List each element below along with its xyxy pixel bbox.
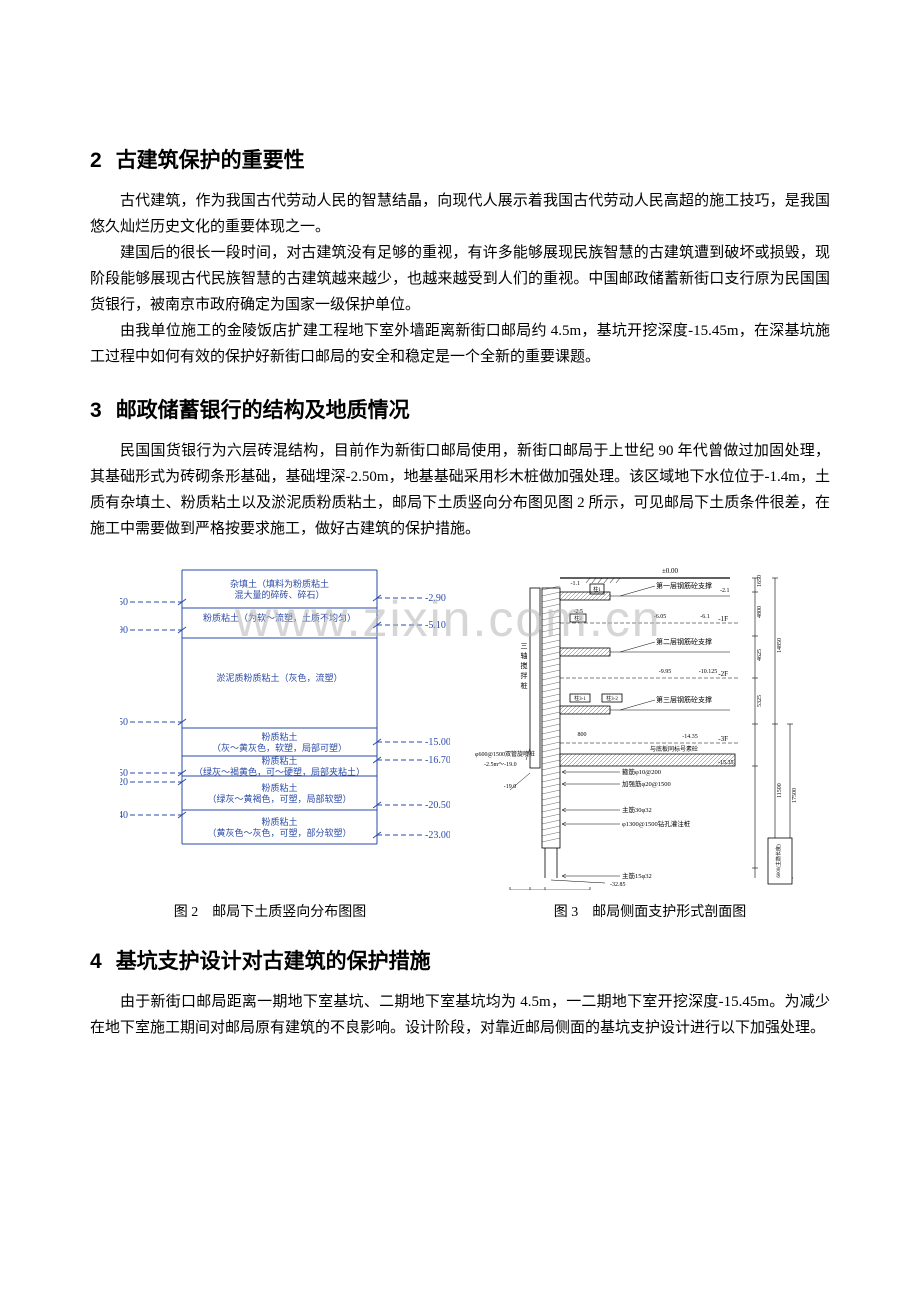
svg-text:桩: 桩	[521, 681, 528, 690]
section-3-heading: 3 邮政储蓄银行的结构及地质情况	[90, 394, 830, 424]
section-2-paragraph-2: 建国后的很长一段时间，对古建筑没有足够的重视，有许多能够展现民族智慧的古建筑遭到…	[90, 240, 830, 318]
svg-text:混大量的碎砖、碎石）: 混大量的碎砖、碎石）	[234, 589, 324, 600]
svg-text:-22.40: -22.40	[120, 810, 128, 821]
svg-text:±0.00: ±0.00	[662, 567, 679, 575]
section-2-paragraph-1: 古代建筑，作为我国古代劳动人民的智慧结晶，向现代人展示着我国古代劳动人民高超的施…	[90, 188, 830, 240]
svg-text:-14.35: -14.35	[682, 734, 698, 740]
svg-text:柱3-2: 柱3-2	[606, 695, 618, 702]
section-2-title: 古建筑保护的重要性	[116, 149, 305, 172]
section-3-num: 3	[90, 399, 102, 422]
svg-text:第一层钢筋砼支撑: 第一层钢筋砼支撑	[656, 581, 712, 590]
svg-text:-10.125: -10.125	[699, 669, 718, 675]
svg-text:加强筋φ20@1500: 加强筋φ20@1500	[622, 779, 671, 788]
svg-text:杂填土（填料为粉质粘土: 杂填土（填料为粉质粘土	[230, 578, 329, 589]
figure-3-caption: 图 3 邮局侧面支护形式剖面图	[490, 901, 810, 921]
section-2-heading: 2 古建筑保护的重要性	[90, 144, 830, 174]
svg-text:14850: 14850	[777, 638, 783, 653]
section-2-num: 2	[90, 149, 102, 172]
svg-text:-2F: -2F	[718, 670, 728, 678]
figure-2-caption: 图 2 邮局下土质竖向分布图图	[110, 901, 430, 921]
svg-text:-5.10: -5.10	[425, 620, 446, 631]
svg-text:（绿灰～黄褐色，可塑，局部软塑）: （绿灰～黄褐色，可塑，局部软塑）	[207, 793, 351, 804]
svg-text:箍筋φ10@200: 箍筋φ10@200	[622, 767, 661, 776]
svg-text:-16.70: -16.70	[425, 755, 450, 766]
figure-3-svg: ±0.00 三轴搅拌桩 第一层钢筋砼支撑第二层钢筋砼支撑第三层钢筋砼支撑 -1F -2F…	[470, 560, 800, 890]
svg-text:-9.95: -9.95	[659, 669, 672, 675]
svg-text:柱3-1: 柱3-1	[574, 695, 586, 702]
svg-text:粉质粘土: 粉质粘土	[261, 816, 297, 827]
svg-text:-2.5: -2.5	[574, 609, 584, 615]
figure-3: ±0.00 三轴搅拌桩 第一层钢筋砼支撑第二层钢筋砼支撑第三层钢筋砼支撑 -1F -2F…	[470, 560, 800, 895]
section-2-paragraph-3: 由我单位施工的金陵饭店扩建工程地下室外墙距离新街口邮局约 4.5m，基坑开挖深度…	[90, 318, 830, 370]
svg-text:-2.90: -2.90	[425, 593, 446, 604]
svg-text:轴: 轴	[521, 651, 528, 660]
svg-text:与底板同标号素砼: 与底板同标号素砼	[650, 745, 698, 753]
svg-text:（绿灰～褐黄色，可～硬塑，局部夹粘土）: （绿灰～褐黄色，可～硬塑，局部夹粘土）	[194, 766, 365, 777]
svg-text:第三层钢筋砼支撑: 第三层钢筋砼支撑	[656, 695, 712, 704]
svg-text:-3F: -3F	[718, 735, 728, 743]
svg-text:主筋30φ32: 主筋30φ32	[622, 805, 652, 814]
svg-text:第二层钢筋砼支撑: 第二层钢筋砼支撑	[656, 637, 712, 646]
svg-text:-5.90: -5.90	[120, 625, 128, 636]
svg-text:-19.0: -19.0	[504, 784, 517, 790]
svg-text:6000(主筋长度): 6000(主筋长度)	[775, 844, 782, 878]
svg-text:4625: 4625	[757, 649, 763, 661]
svg-text:5325: 5325	[757, 695, 763, 707]
svg-text:1650: 1650	[757, 575, 763, 587]
svg-text:柱1: 柱1	[593, 586, 601, 593]
svg-text:淤泥质粉质粘土（灰色，流塑）: 淤泥质粉质粘土（灰色，流塑）	[216, 672, 342, 683]
section-4-num: 4	[90, 950, 102, 973]
section-3-title: 邮政储蓄银行的结构及地质情况	[116, 399, 410, 422]
svg-text:柱2: 柱2	[574, 615, 582, 622]
svg-text:-1.1: -1.1	[571, 581, 581, 587]
svg-text:-23.00: -23.00	[425, 830, 450, 841]
svg-text:粉质粘土: 粉质粘土	[261, 755, 297, 766]
svg-text:粉质粘土: 粉质粘土	[261, 782, 297, 793]
section-4-heading: 4 基坑支护设计对古建筑的保护措施	[90, 945, 830, 975]
section-4-paragraph-1: 由于新街口邮局距离一期地下室基坑、二期地下室基坑均为 4.5m，一二期地下室开挖…	[90, 989, 830, 1041]
figure-captions: 图 2 邮局下土质竖向分布图图 图 3 邮局侧面支护形式剖面图	[90, 901, 830, 921]
svg-text:主筋15φ32: 主筋15φ32	[622, 871, 652, 880]
svg-text:-20.50: -20.50	[425, 800, 450, 811]
svg-text:搅: 搅	[521, 661, 528, 670]
section-3-paragraph-1: 民国国货银行为六层砖混结构，目前作为新街口邮局使用，新街口邮局于上世纪 90 年…	[90, 438, 830, 542]
svg-text:11500: 11500	[777, 783, 783, 798]
figure-2: 杂填土（填料为粉质粘土混大量的碎砖、碎石） 粉质粘土（为软～流塑，土质不均匀） 淤泥…	[120, 560, 450, 895]
svg-text:-19.20: -19.20	[120, 777, 128, 788]
svg-text:-2.5m～-19.0: -2.5m～-19.0	[484, 762, 517, 768]
svg-text:-6.05: -6.05	[654, 614, 667, 620]
section-4-title: 基坑支护设计对古建筑的保护措施	[116, 950, 431, 973]
svg-text:-15.00: -15.00	[425, 737, 450, 748]
svg-text:17500: 17500	[792, 788, 798, 803]
svg-text:粉质粘土（为软～流塑，土质不均匀）: 粉质粘土（为软～流塑，土质不均匀）	[203, 612, 356, 623]
svg-text:粉质粘土: 粉质粘土	[261, 731, 297, 742]
svg-text:三: 三	[521, 642, 528, 650]
svg-text:-6.1: -6.1	[700, 614, 710, 620]
figure-2-svg: 杂填土（填料为粉质粘土混大量的碎砖、碎石） 粉质粘土（为软～流塑，土质不均匀） 淤泥…	[120, 560, 450, 860]
svg-text:φ1300@1500钻孔灌注桩: φ1300@1500钻孔灌注桩	[622, 819, 691, 828]
svg-text:-32.85: -32.85	[610, 882, 626, 888]
svg-text:（灰～黄灰色，软塑，局部可塑）: （灰～黄灰色，软塑，局部可塑）	[212, 742, 347, 753]
svg-text:φ600@1500双管旋喷桩: φ600@1500双管旋喷桩	[475, 750, 535, 758]
svg-text:-13.50: -13.50	[120, 717, 128, 728]
figures-row: 杂填土（填料为粉质粘土混大量的碎砖、碎石） 粉质粘土（为软～流塑，土质不均匀） 淤泥…	[90, 560, 830, 895]
svg-text:-2.1: -2.1	[720, 588, 730, 594]
svg-text:（黄灰色～灰色，可塑，部分软塑）: （黄灰色～灰色，可塑，部分软塑）	[207, 827, 351, 838]
svg-text:-3.50: -3.50	[120, 597, 128, 608]
svg-text:800: 800	[578, 732, 587, 738]
svg-text:拌: 拌	[521, 671, 528, 680]
svg-text:4800: 4800	[757, 606, 763, 618]
svg-text:-1F: -1F	[718, 615, 728, 623]
svg-text:-15.35: -15.35	[718, 760, 734, 766]
